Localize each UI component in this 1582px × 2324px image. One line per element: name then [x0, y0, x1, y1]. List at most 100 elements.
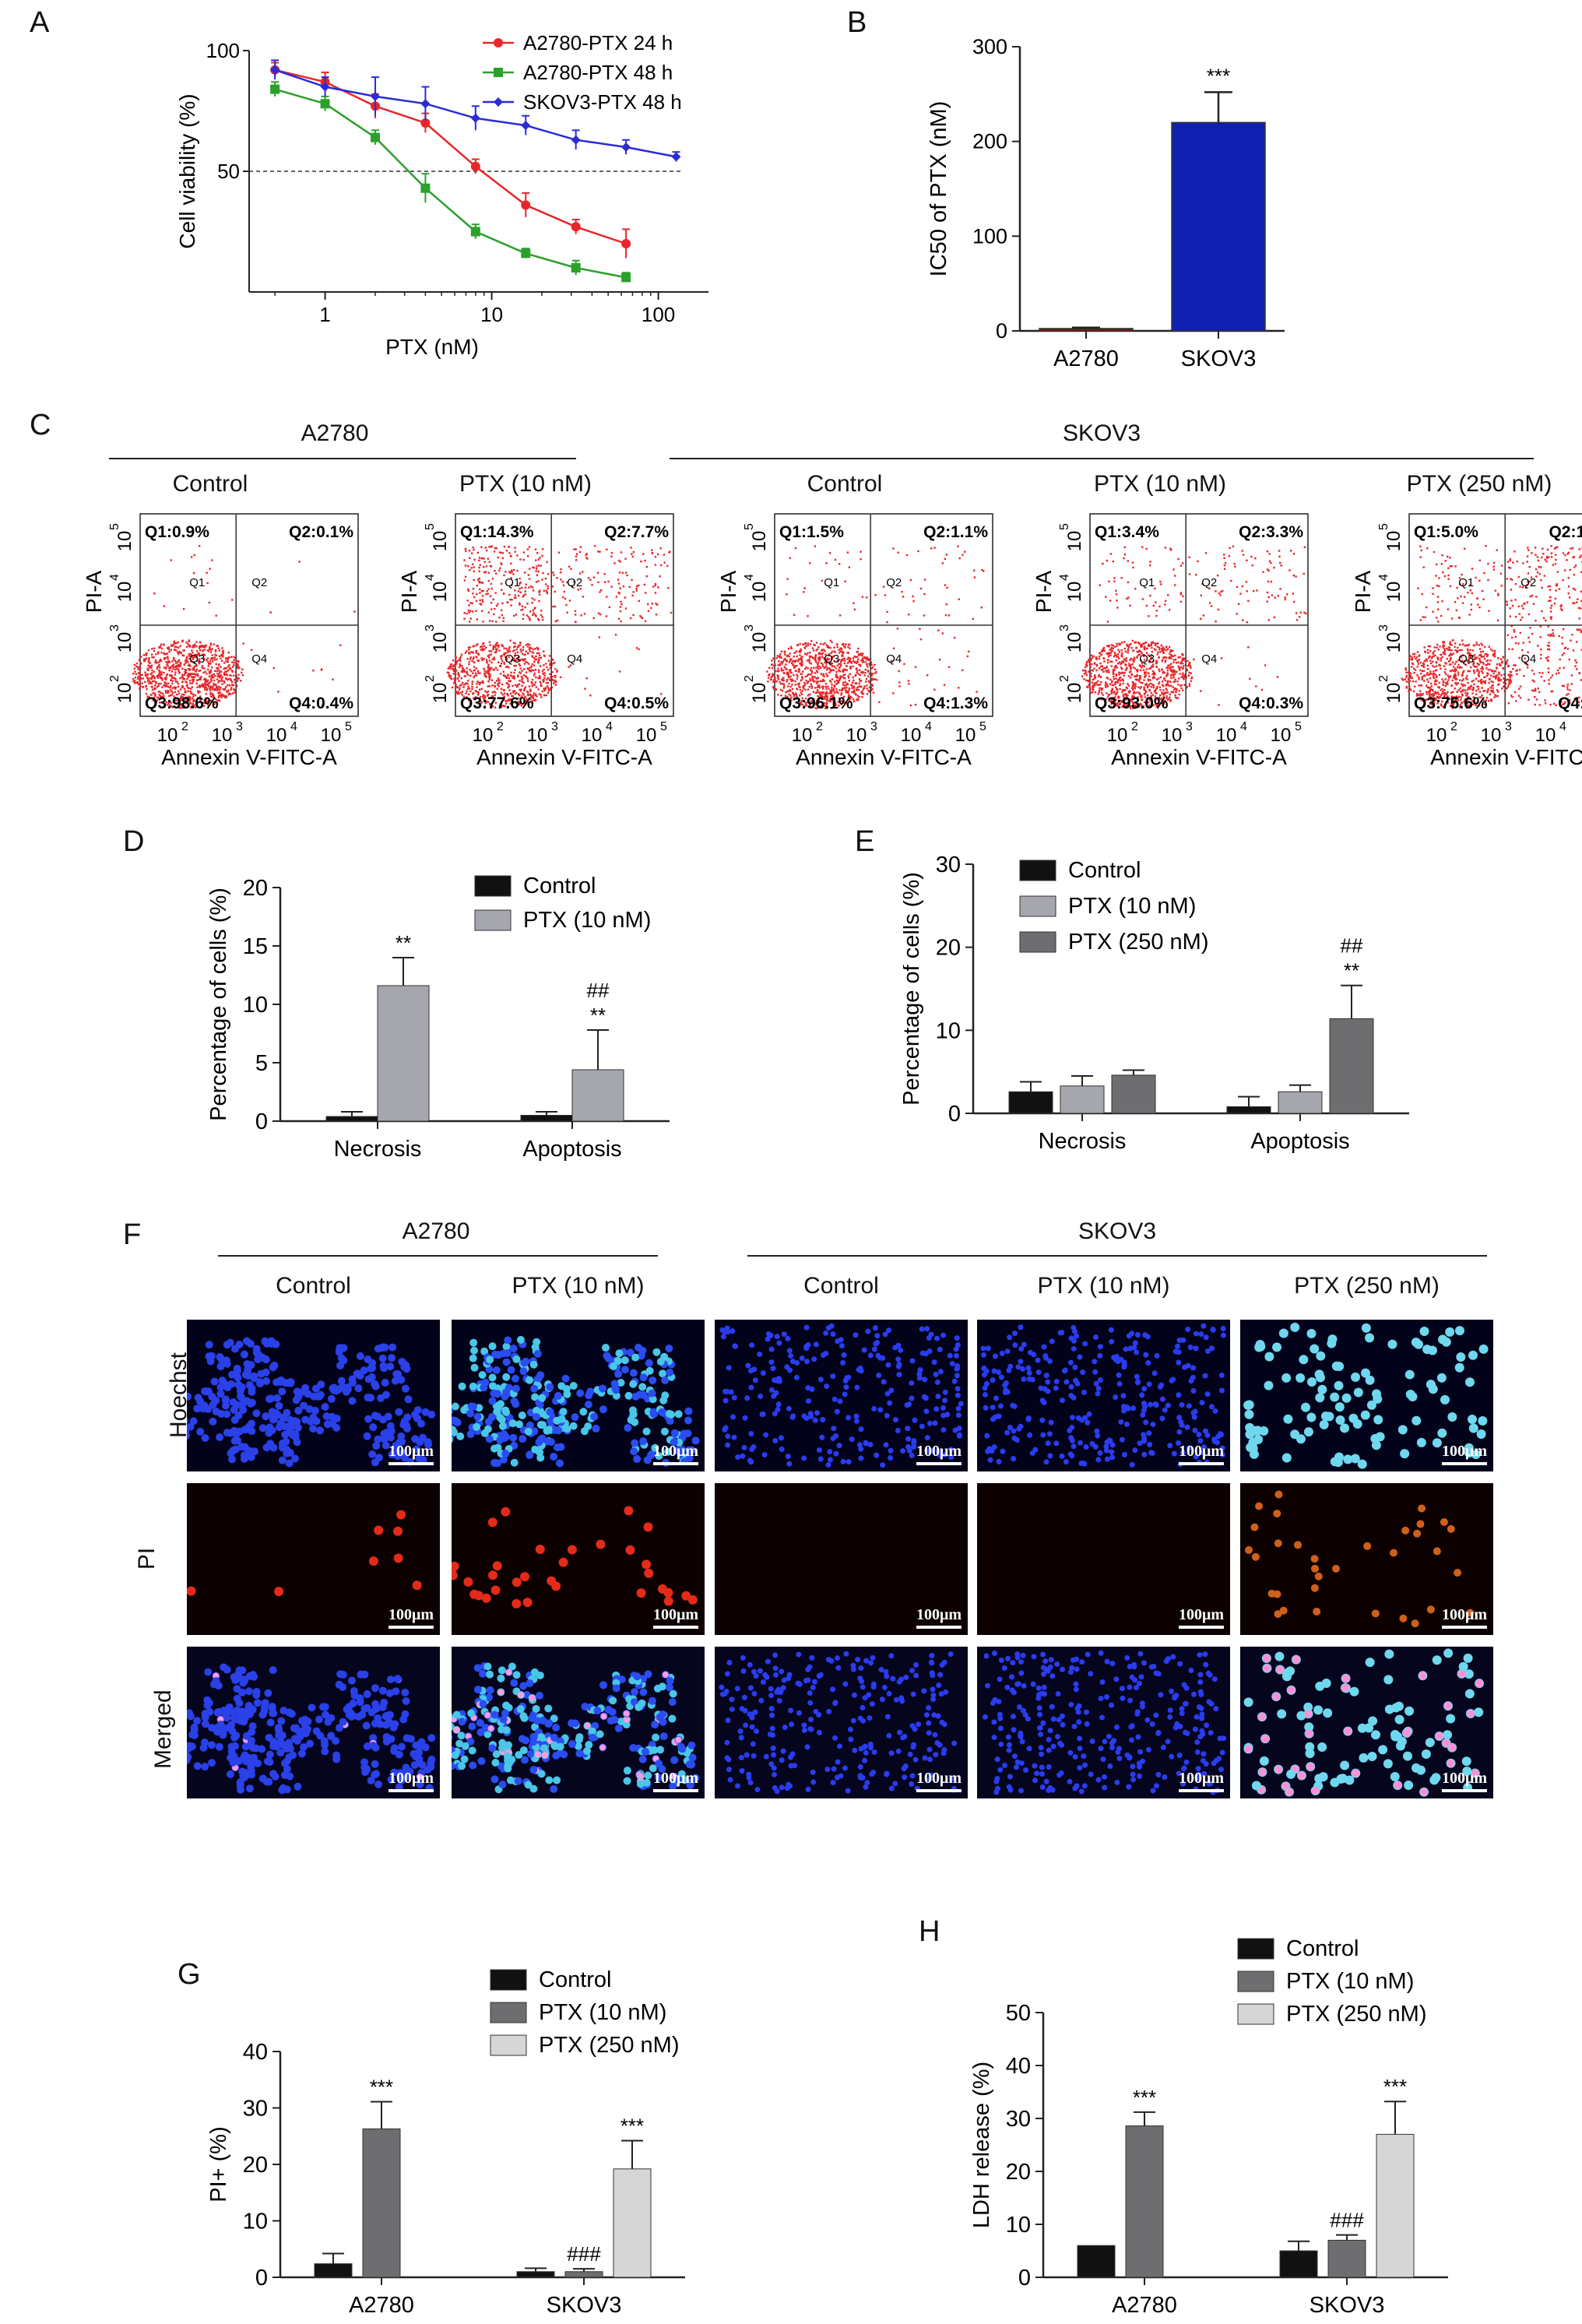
flow-event-dot — [1123, 546, 1126, 549]
flow-event-dot — [215, 614, 217, 617]
flow-event-dot — [224, 696, 227, 699]
flow-event-dot — [468, 621, 471, 623]
flow-event-dot — [527, 616, 530, 618]
flow-event-dot — [208, 646, 211, 649]
flow-event-dot — [824, 695, 827, 698]
flow-event-dot — [536, 552, 539, 554]
flow-event-dot — [155, 659, 157, 662]
flow-event-dot — [1092, 686, 1095, 689]
flow-event-dot — [538, 656, 540, 659]
flow-event-dot — [863, 687, 866, 690]
flow-event-dot — [1488, 610, 1490, 612]
flow-event-dot — [531, 586, 534, 589]
flow-y-tick-exp: 4 — [743, 574, 756, 581]
flow-event-dot — [917, 550, 919, 553]
flow-event-dot — [629, 617, 632, 620]
flow-event-dot — [1168, 664, 1171, 666]
flow-event-dot — [206, 582, 209, 585]
flow-event-dot — [832, 706, 835, 709]
flow-event-dot — [1127, 581, 1130, 584]
flow-event-dot — [1125, 698, 1127, 701]
flow-event-dot — [179, 688, 182, 691]
flow-event-dot — [573, 548, 575, 550]
flow-event-dot — [1159, 698, 1162, 701]
flow-event-dot — [1436, 692, 1438, 694]
flow-event-dot — [531, 678, 534, 681]
flow-event-dot — [1426, 673, 1428, 676]
flow-event-dot — [137, 675, 139, 678]
b-x-tick-label: A2780 — [1053, 346, 1119, 371]
flow-event-dot — [1421, 677, 1423, 679]
flow-event-dot — [832, 704, 835, 707]
flow-event-dot — [174, 677, 177, 680]
flow-event-dot — [811, 677, 814, 680]
flow-event-dot — [209, 663, 212, 665]
flow-event-dot — [508, 571, 511, 573]
flow-event-dot — [1144, 674, 1148, 677]
flow-event-dot — [160, 643, 163, 645]
flow-event-dot — [1158, 670, 1161, 673]
flow-event-dot — [790, 680, 793, 683]
flow-event-dot — [1159, 580, 1162, 583]
flow-event-dot — [568, 666, 570, 668]
flow-event-dot — [1469, 656, 1472, 658]
flow-event-dot — [1439, 696, 1442, 698]
flow-event-dot — [1162, 656, 1165, 659]
flow-event-dot — [522, 614, 525, 616]
flow-event-dot — [1422, 693, 1425, 695]
flow-event-dot — [519, 667, 522, 670]
flow-event-dot — [198, 670, 200, 673]
flow-x-tick-exp: 2 — [181, 720, 188, 733]
flow-event-dot — [840, 689, 843, 691]
flow-event-dot — [1138, 677, 1141, 680]
flow-event-dot — [494, 684, 496, 687]
flow-event-dot — [859, 673, 861, 677]
flow-event-dot — [513, 649, 515, 652]
flow-event-dot — [1145, 684, 1148, 687]
b-y-tick-label: 100 — [972, 224, 1007, 248]
flow-event-dot — [225, 657, 228, 659]
flow-event-dot — [549, 666, 552, 670]
flow-event-dot — [1472, 660, 1475, 663]
flow-event-dot — [1166, 666, 1169, 669]
flow-event-dot — [654, 582, 657, 585]
flow-event-dot — [817, 701, 821, 703]
flow-event-dot — [833, 650, 836, 653]
flow-event-dot — [193, 554, 195, 557]
flow-event-dot — [236, 665, 238, 667]
flow-event-dot — [466, 650, 468, 652]
flow-event-dot — [630, 547, 632, 549]
flow-event-dot — [526, 690, 529, 693]
flow-event-dot — [824, 661, 826, 664]
flow-event-dot — [206, 649, 209, 652]
flow-event-dot — [861, 672, 864, 674]
flow-event-dot — [1182, 657, 1185, 659]
flow-event-dot — [203, 649, 206, 651]
flow-event-dot — [848, 699, 850, 701]
flow-event-dot — [1148, 706, 1150, 709]
flow-event-dot — [842, 669, 845, 672]
flow-event-dot — [831, 656, 834, 658]
flow-event-dot — [1173, 654, 1176, 656]
flow-event-dot — [536, 565, 538, 568]
flow-event-dot — [839, 663, 842, 666]
flow-event-dot — [914, 666, 917, 668]
flow-event-dot — [599, 589, 603, 592]
flow-event-dot — [638, 584, 640, 587]
flow-event-dot — [829, 700, 831, 703]
flow-event-dot — [494, 706, 497, 708]
flow-event-dot — [1169, 667, 1172, 670]
flow-event-dot — [1440, 667, 1442, 670]
flow-event-dot — [1111, 660, 1113, 663]
flow-event-dot — [156, 662, 159, 664]
flow-event-dot — [217, 647, 220, 649]
flow-event-dot — [452, 673, 455, 675]
flow-event-dot — [1116, 680, 1120, 682]
flow-event-dot — [1178, 693, 1180, 696]
flow-event-dot — [173, 695, 175, 698]
flow-event-dot — [220, 674, 223, 677]
flow-event-dot — [833, 646, 835, 649]
flow-event-dot — [1162, 670, 1165, 673]
flow-event-dot — [213, 677, 215, 679]
flow-event-dot — [1109, 700, 1112, 702]
